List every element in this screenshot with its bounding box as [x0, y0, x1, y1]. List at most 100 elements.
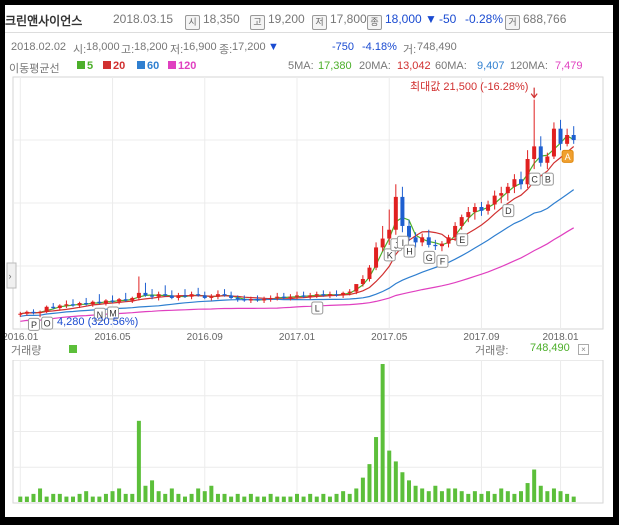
volume-bar — [393, 461, 398, 502]
volume-bar — [486, 491, 491, 502]
change-pct: -0.28% — [465, 12, 504, 26]
pattern-marker-c[interactable]: C — [528, 172, 541, 186]
volume-bar — [512, 493, 517, 502]
volume-bar — [209, 485, 214, 502]
volume-bar — [374, 437, 379, 502]
volume-bar — [183, 496, 187, 502]
candle-body — [136, 292, 141, 298]
candle-body — [367, 267, 372, 279]
price-chart[interactable]: P O N M L KJ IH G F E D C B A 최대값 21,500 (-16.28%) 4,… — [5, 75, 613, 345]
candle-body — [31, 311, 36, 314]
legend-ma60[interactable]: 60 — [137, 60, 159, 72]
candle-body — [426, 237, 431, 245]
candle-body — [334, 294, 339, 296]
ma20-readout-label: 20MA: — [359, 60, 391, 72]
candle-body — [420, 237, 425, 243]
high-value: 19,200 — [268, 12, 305, 26]
pattern-marker-d[interactable]: D — [502, 204, 515, 218]
volume-bar — [150, 480, 155, 502]
candle-body — [360, 279, 365, 285]
low-quote: 저 17,800 — [312, 12, 367, 30]
candle-body — [525, 159, 530, 185]
legend-ma120[interactable]: 120 — [168, 60, 196, 72]
candle-body — [176, 295, 181, 298]
volume-bar — [242, 496, 247, 502]
volume-bar — [176, 493, 181, 502]
volume-bar — [163, 493, 168, 502]
volume-bar — [275, 496, 280, 502]
info-arrow: ▼ — [268, 41, 279, 53]
pattern-marker-l[interactable]: L — [311, 301, 324, 315]
candle-body — [156, 294, 161, 297]
volume-bar — [532, 469, 537, 502]
marker-box — [502, 204, 515, 218]
pattern-marker-m[interactable]: M — [107, 306, 120, 320]
info-open-label: 시: — [73, 44, 87, 56]
candle-body — [84, 303, 89, 305]
ma5-label: 5 — [87, 60, 94, 72]
marker-box — [528, 172, 541, 186]
candle-body — [222, 294, 227, 296]
legend-ma20[interactable]: 20 — [103, 60, 125, 72]
pattern-marker-f[interactable]: F — [436, 254, 449, 268]
pattern-marker-g[interactable]: G — [423, 250, 436, 264]
pattern-marker-e[interactable]: E — [456, 233, 469, 247]
volume-bar — [565, 493, 570, 502]
marker-label: N — [97, 310, 104, 320]
high-icon: 고 — [250, 15, 265, 30]
volume-bar — [222, 493, 227, 502]
close-icon: 종 — [367, 15, 382, 30]
candle-body — [242, 299, 247, 301]
volume-bar — [229, 496, 234, 502]
close-value: 18,000 — [385, 12, 422, 26]
candle-body — [413, 237, 418, 243]
candle-body — [499, 193, 504, 196]
candle-body — [90, 301, 95, 305]
volume-readout-label: 거래량: — [475, 345, 509, 357]
volume-bar — [117, 488, 122, 502]
close-icon[interactable]: × — [578, 343, 589, 355]
marker-box — [561, 149, 574, 163]
ma60-readout-value: 9,407 — [477, 60, 505, 72]
pattern-marker-b[interactable]: B — [541, 172, 554, 186]
candle-body — [215, 294, 220, 297]
candle-body — [308, 295, 313, 297]
marker-label: K — [387, 250, 393, 260]
candle-body — [538, 146, 543, 163]
volume-bar — [31, 493, 36, 502]
volume-bar — [196, 488, 201, 502]
marker-box — [311, 301, 324, 315]
volume-bar — [103, 493, 108, 502]
moving-average-legend: 이동평균선 5 20 60 120 5MA: 17,380 20MA: 13,0… — [5, 60, 613, 76]
volume-chart[interactable] — [5, 360, 613, 510]
volume-bar — [90, 496, 95, 502]
candle-body — [117, 299, 122, 302]
candle-body — [295, 295, 299, 297]
volume-bar — [407, 480, 411, 502]
candle-body — [110, 300, 115, 302]
left-scroll-handle[interactable] — [6, 262, 17, 289]
candle-body — [532, 146, 537, 159]
volume-bar — [130, 493, 135, 502]
volume-bar — [538, 485, 543, 502]
pattern-marker-k[interactable]: K — [383, 248, 396, 262]
change-value: -50 — [439, 12, 457, 26]
candle-body — [466, 212, 471, 218]
candle-body — [196, 294, 201, 296]
pattern-marker-a[interactable]: A — [561, 149, 574, 163]
volume-bar — [57, 493, 62, 502]
marker-label: A — [565, 152, 571, 162]
volume-bar — [360, 477, 365, 502]
legend-ma5[interactable]: 5 — [77, 60, 93, 72]
pattern-marker-h[interactable]: H — [403, 244, 416, 258]
candle-body — [387, 229, 392, 239]
min-value-annotation: 4,280 (320.56%) — [57, 316, 138, 328]
marker-box — [456, 233, 469, 247]
ma60-swatch — [137, 61, 145, 69]
marker-label: B — [545, 175, 551, 185]
pattern-marker-o[interactable]: O — [41, 316, 54, 330]
info-high-label: 고: — [121, 44, 135, 56]
pattern-marker-p[interactable]: P — [27, 317, 40, 331]
quote-date: 2018.03.15 — [113, 12, 174, 26]
pattern-marker-n[interactable]: N — [93, 307, 106, 321]
